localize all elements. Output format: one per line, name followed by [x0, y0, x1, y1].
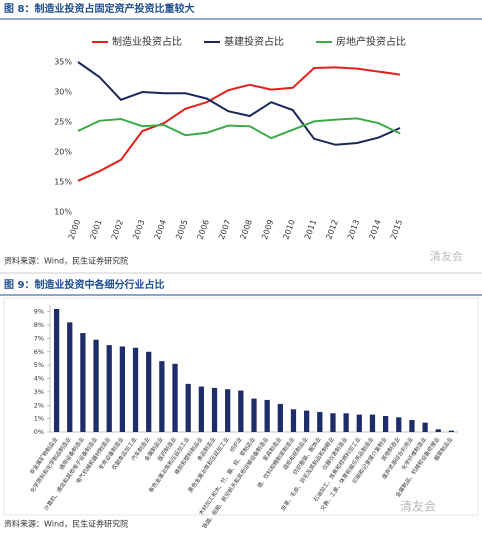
y-tick-label: 35%	[54, 58, 72, 67]
bar	[356, 414, 362, 432]
series-line	[77, 66, 401, 182]
source-note: 资料来源：Wind，民生证券研究院	[4, 519, 128, 529]
x-tick-label: 2006	[196, 218, 211, 240]
bar	[172, 363, 178, 432]
y-tick-label: 10%	[54, 208, 72, 217]
bar	[198, 386, 204, 432]
bar	[132, 347, 139, 432]
y-tick-label: 0%	[34, 428, 44, 436]
bar	[251, 398, 257, 432]
bar	[146, 351, 152, 432]
bar	[93, 339, 99, 432]
y-tick-label: 7%	[34, 334, 44, 342]
bar	[409, 419, 415, 432]
x-tick-label: 2011	[303, 218, 318, 240]
chart-frame	[3, 297, 479, 516]
x-tick-label: 2005	[174, 218, 189, 240]
x-tick-label: 2000	[67, 218, 82, 240]
series-line	[77, 61, 401, 146]
bar	[277, 403, 283, 432]
y-tick-label: 15%	[54, 178, 72, 187]
bar	[53, 309, 60, 432]
figure-title: 图 8：制造业投资占固定资产投资比重较大	[4, 2, 194, 15]
bar	[185, 383, 191, 432]
bar	[435, 429, 441, 432]
bar	[343, 413, 349, 432]
watermark: 清友会	[400, 500, 436, 514]
x-tick-label: 2007	[217, 218, 232, 240]
bar	[304, 410, 310, 432]
x-tick-label: 2004	[153, 218, 168, 240]
x-tick-label: 2014	[367, 218, 382, 240]
y-tick-label: 20%	[54, 148, 72, 157]
y-tick-label: 30%	[54, 88, 72, 97]
bar	[290, 409, 297, 432]
x-tick-label: 2009	[260, 218, 275, 240]
bar	[211, 387, 218, 432]
x-tick-label: 2013	[346, 218, 361, 240]
legend-label: 基建投资占比	[224, 35, 284, 48]
bar	[396, 417, 402, 432]
bar	[106, 345, 112, 432]
bar	[369, 414, 376, 432]
bar	[317, 411, 323, 432]
bar	[238, 390, 244, 432]
x-tick-label: 2012	[324, 218, 339, 240]
watermark: 清友会	[430, 249, 463, 263]
y-tick-label: 9%	[34, 308, 44, 316]
y-tick-label: 8%	[34, 321, 44, 329]
x-tick-label: 2008	[239, 218, 254, 240]
bar	[119, 346, 126, 432]
x-tick-label: 2002	[110, 218, 125, 240]
y-tick-label: 4%	[34, 375, 44, 383]
bar	[67, 322, 73, 432]
bar	[448, 430, 455, 432]
y-tick-label: 2%	[34, 401, 44, 409]
bar	[382, 415, 389, 432]
bar	[225, 389, 231, 432]
bar	[422, 422, 428, 432]
series-line	[77, 117, 401, 140]
x-tick-label: 2015	[389, 218, 404, 240]
source-note: 资料来源：Wind，民生证券研究院	[4, 256, 128, 266]
y-tick-label: 3%	[34, 388, 44, 396]
x-tick-label: 2001	[88, 218, 103, 240]
y-tick-label: 5%	[34, 361, 44, 369]
bar	[330, 413, 336, 432]
y-tick-label: 25%	[54, 118, 72, 127]
bar	[80, 333, 86, 432]
figure-title: 图 9：制造业投资中各细分行业占比	[4, 278, 164, 291]
y-tick-label: 6%	[34, 348, 44, 356]
bar	[159, 361, 165, 432]
bar	[264, 399, 270, 432]
x-tick-label: 2003	[131, 218, 146, 240]
legend-label: 房地产投资占比	[336, 35, 406, 48]
legend-label: 制造业投资占比	[112, 35, 182, 48]
x-tick-label: 2010	[281, 218, 296, 240]
y-tick-label: 1%	[34, 415, 44, 423]
